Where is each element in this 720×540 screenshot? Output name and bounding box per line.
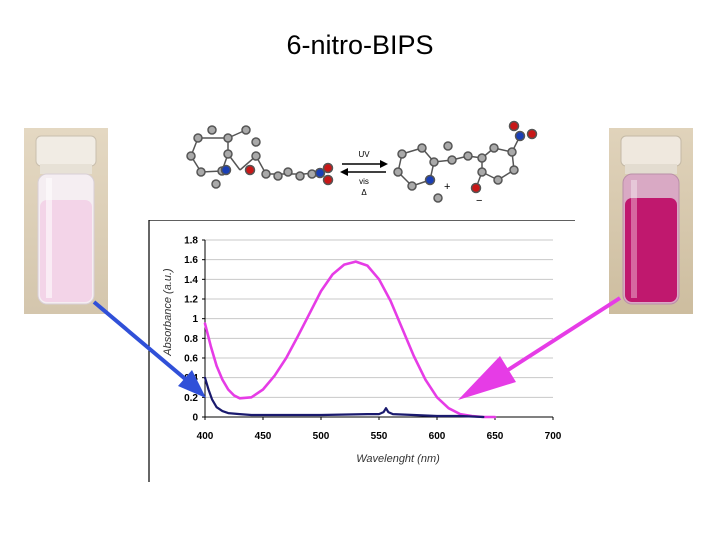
x-tick-label: 500 <box>313 431 330 442</box>
x-tick-label: 600 <box>429 431 446 442</box>
x-tick-label: 550 <box>371 431 388 442</box>
y-tick-label: 1.4 <box>184 275 198 286</box>
heat-symbol: Δ <box>361 188 367 197</box>
x-tick-label: 450 <box>255 431 272 442</box>
y-tick-label: 1.2 <box>184 295 198 306</box>
y-tick-label: 0 <box>192 413 198 424</box>
y-tick-label: 1.8 <box>184 236 198 247</box>
vis-label: vis <box>359 177 369 186</box>
colorless-vial-photo <box>24 128 108 314</box>
y-tick-label: 0.2 <box>184 393 198 404</box>
x-tick-label: 400 <box>197 431 214 442</box>
x-axis-label: Wavelenght (nm) <box>356 453 440 465</box>
series-line-colorless-form <box>203 376 485 419</box>
colored-vial-photo <box>609 128 693 314</box>
absorbance-chart: 0 0.2 0.4 0.6 0.8 1 1.2 1.4 1.6 1.8 400 450 500 550 60… <box>148 220 575 482</box>
spiropyran-structure <box>186 125 334 189</box>
equilibrium-arrows: UV vis Δ <box>340 150 388 197</box>
page-title: 6-nitro-BIPS <box>286 30 434 60</box>
y-tick-label: 0.8 <box>184 334 198 345</box>
uv-label: UV <box>358 150 370 159</box>
y-tick-label: 0.4 <box>184 373 198 384</box>
photoisomerization-scheme: UV vis Δ + − <box>186 120 538 207</box>
y-tick-label: 0.6 <box>184 354 198 365</box>
y-axis-label: Absorbance (a.u.) <box>162 268 174 357</box>
y-tick-label: 1 <box>192 314 198 325</box>
plus-charge: + <box>444 181 450 193</box>
minus-charge: − <box>476 195 482 207</box>
y-tick-label: 1.6 <box>184 255 198 266</box>
merocyanine-structure <box>393 120 538 203</box>
x-tick-label: 650 <box>487 431 504 442</box>
series-line-colored-form <box>203 260 497 419</box>
x-tick-label: 700 <box>545 431 562 442</box>
